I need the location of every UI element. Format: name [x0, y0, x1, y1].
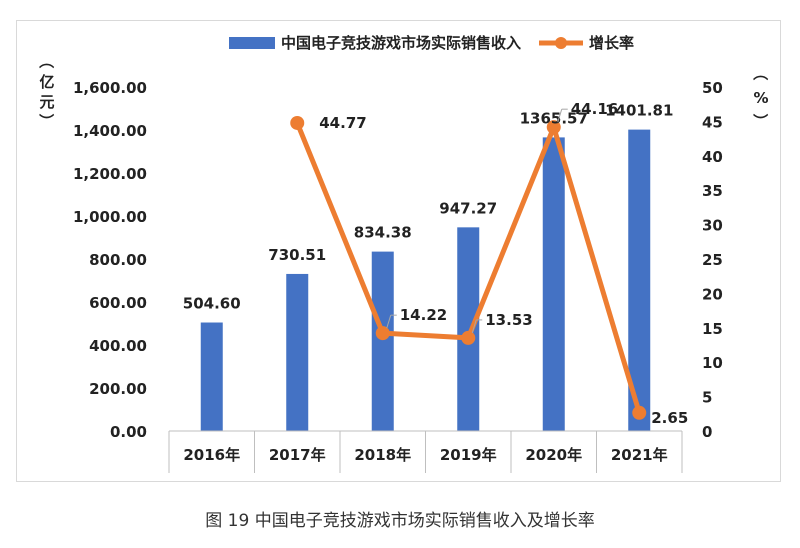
y-left-axis-label-char: 元 [39, 93, 54, 111]
line-data-label: 2.65 [651, 409, 688, 427]
line-point [461, 330, 476, 345]
legend-label-line: 增长率 [589, 34, 634, 52]
y-right-axis-label-char: % [753, 89, 768, 107]
legend-label-bar: 中国电子竞技游戏市场实际销售收入 [281, 34, 521, 52]
bar-data-label: 504.60 [183, 295, 241, 313]
x-tick-label: 2021年 [611, 446, 668, 464]
y-left-tick-label: 1,200.00 [73, 165, 147, 183]
y-right-axis-label-char: ） [751, 113, 769, 128]
line-point [546, 120, 561, 135]
y-right-axis-label-char: （ [751, 65, 769, 80]
line-data-label: 44.16 [571, 100, 618, 118]
bar [542, 137, 565, 431]
bar-data-label: 1401.81 [605, 102, 673, 120]
y-left-axis-label-char: （ [37, 53, 55, 68]
legend-swatch-marker [555, 37, 567, 49]
bar [200, 322, 223, 431]
line-data-label: 13.53 [485, 311, 532, 329]
y-right-tick-label: 30 [702, 217, 723, 235]
bar-data-label: 947.27 [439, 199, 497, 217]
y-right-tick-label: 35 [702, 182, 723, 200]
bar-data-label: 730.51 [268, 246, 326, 264]
x-tick-label: 2017年 [269, 446, 326, 464]
line-data-label: 44.77 [319, 114, 366, 132]
x-tick-label: 2019年 [440, 446, 497, 464]
figure-caption: 图 19 中国电子竞技游戏市场实际销售收入及增长率 [205, 511, 595, 531]
y-left-axis-label-char: 亿 [39, 73, 54, 91]
y-left-tick-label: 600.00 [89, 294, 147, 312]
y-right-tick-label: 15 [702, 320, 723, 338]
y-left-axis-label-char: ） [37, 113, 55, 128]
bar [371, 251, 394, 431]
y-right-tick-label: 10 [702, 354, 723, 372]
y-left-tick-label: 800.00 [89, 251, 147, 269]
x-tick-label: 2020年 [525, 446, 582, 464]
y-left-tick-label: 400.00 [89, 337, 147, 355]
data-label-leader [386, 315, 392, 329]
line-point [375, 326, 390, 341]
y-right-tick-label: 0 [702, 423, 712, 441]
line-point [290, 115, 305, 130]
bar [457, 227, 480, 431]
data-label-leader [471, 319, 477, 334]
x-tick-label: 2016年 [183, 446, 240, 464]
data-label-leader [557, 109, 563, 123]
chart-frame: 0.00 200.00 400.00 600.00 800.00 1,000.00 1,20… [16, 20, 781, 482]
y-right-tick-label: 50 [702, 79, 723, 97]
bar [628, 129, 651, 431]
bar-data-label: 834.38 [354, 224, 412, 242]
line-point [632, 405, 647, 420]
y-left-tick-label: 200.00 [89, 380, 147, 398]
y-left-tick-label: 0.00 [110, 423, 147, 441]
line-data-label: 14.22 [400, 306, 447, 324]
y-right-tick-label: 45 [702, 113, 723, 131]
y-right-tick-label: 40 [702, 148, 723, 166]
y-left-tick-label: 1,600.00 [73, 79, 147, 97]
combo-chart: 0.00 200.00 400.00 600.00 800.00 1,000.00 1,20… [37, 34, 769, 473]
legend-swatch-bar [229, 37, 275, 49]
x-tick-label: 2018年 [354, 446, 411, 464]
bar-data-label: 1365.57 [520, 109, 588, 127]
y-left-tick-label: 1,000.00 [73, 208, 147, 226]
y-right-tick-label: 25 [702, 251, 723, 269]
bar [286, 273, 309, 431]
y-left-tick-label: 1,400.00 [73, 122, 147, 140]
y-right-tick-label: 20 [702, 285, 723, 303]
y-right-tick-label: 5 [702, 389, 712, 407]
